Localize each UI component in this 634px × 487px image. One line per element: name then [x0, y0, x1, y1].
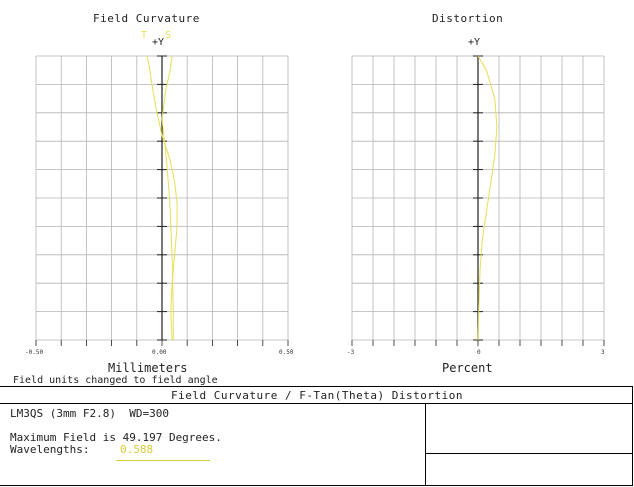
- fc-xtick-zero: 0.00: [152, 349, 167, 356]
- report-frame: [0, 386, 633, 486]
- field-curvature-title: Field Curvature: [93, 12, 200, 25]
- charts-svg: [35, 55, 605, 346]
- legend-t-label: T: [141, 30, 148, 41]
- dist-xtick-zero: 0: [477, 349, 481, 356]
- fc-axis-top-label: +Y: [152, 37, 165, 48]
- distortion-plot: [351, 55, 605, 346]
- dist-xlabel: Percent: [442, 361, 493, 375]
- field-curvature-plot: [35, 55, 289, 346]
- report-right-divider: [425, 453, 633, 454]
- report-column-divider: [425, 403, 426, 486]
- lens-line: LM3QS (3mm F2.8) WD=300: [10, 407, 169, 420]
- dist-xtick-min: -3: [347, 349, 355, 356]
- wavelengths-label: Wavelengths:: [10, 443, 90, 456]
- series-line-0-0: [146, 55, 178, 341]
- dist-xtick-max: 3: [601, 349, 605, 356]
- wavelength-value: 0.588: [120, 443, 154, 456]
- fc-xlabel: Millimeters: [108, 361, 188, 375]
- fc-xtick-min: -0.50: [25, 349, 44, 356]
- distortion-title: Distortion: [432, 12, 504, 25]
- report-title-divider: [0, 403, 633, 404]
- field-units-note: Field units changed to field angle: [13, 375, 218, 386]
- series-line-1-0: [477, 55, 498, 341]
- wavelength-underline: [116, 460, 210, 461]
- report-title: Field Curvature / F-Tan(Theta) Distortio…: [170, 389, 464, 402]
- fc-xtick-max: 0.50: [279, 349, 294, 356]
- series-line-0-1: [161, 55, 174, 340]
- legend-s-label: S: [165, 30, 172, 41]
- max-field-line: Maximum Field is 49.197 Degrees.: [10, 431, 222, 444]
- dist-axis-top-label: +Y: [468, 37, 481, 48]
